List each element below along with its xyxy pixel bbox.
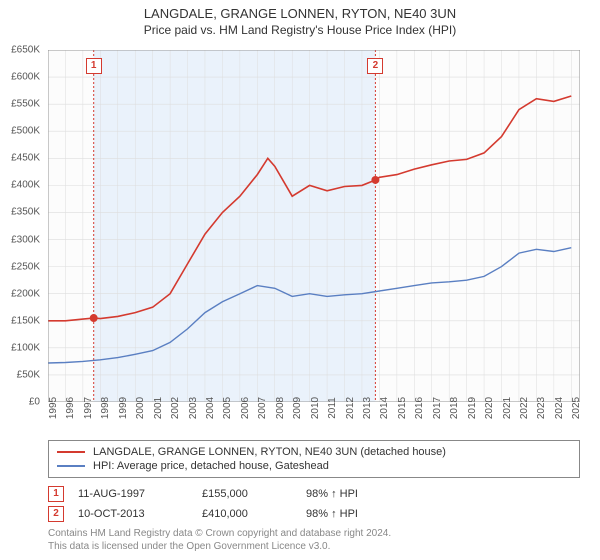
- x-tick-label: 2014: [379, 397, 390, 419]
- x-tick-label: 2022: [519, 397, 530, 419]
- chart-title: LANGDALE, GRANGE LONNEN, RYTON, NE40 3UN: [0, 6, 600, 21]
- x-tick-label: 2010: [310, 397, 321, 419]
- footnote-line: This data is licensed under the Open Gov…: [48, 541, 391, 554]
- x-tick-label: 2001: [153, 397, 164, 419]
- x-tick-label: 2013: [362, 397, 373, 419]
- chart-svg: [48, 50, 580, 402]
- sale-price: £155,000: [202, 488, 292, 500]
- x-tick-label: 2015: [397, 397, 408, 419]
- legend-swatch: [57, 465, 85, 467]
- y-tick-label: £550K: [11, 99, 40, 110]
- sale-date: 11-AUG-1997: [78, 488, 188, 500]
- x-tick-label: 1997: [83, 397, 94, 419]
- y-tick-label: £600K: [11, 72, 40, 83]
- x-tick-label: 2003: [188, 397, 199, 419]
- event-badge: 1: [86, 58, 102, 74]
- sale-price: £410,000: [202, 508, 292, 520]
- y-tick-label: £500K: [11, 126, 40, 137]
- x-tick-label: 1996: [65, 397, 76, 419]
- y-tick-label: £350K: [11, 207, 40, 218]
- y-tick-label: £250K: [11, 261, 40, 272]
- x-tick-label: 2011: [327, 397, 338, 419]
- sale-date: 10-OCT-2013: [78, 508, 188, 520]
- legend: LANGDALE, GRANGE LONNEN, RYTON, NE40 3UN…: [48, 440, 580, 478]
- x-tick-label: 2006: [240, 397, 251, 419]
- x-tick-label: 2024: [554, 397, 565, 419]
- x-tick-label: 2007: [257, 397, 268, 419]
- event-badge: 1: [48, 486, 64, 502]
- y-axis: £0£50K£100K£150K£200K£250K£300K£350K£400…: [0, 50, 44, 402]
- x-tick-label: 2008: [275, 397, 286, 419]
- legend-swatch: [57, 451, 85, 453]
- y-tick-label: £650K: [11, 45, 40, 56]
- chart-subtitle: Price paid vs. HM Land Registry's House …: [0, 23, 600, 37]
- sale-row: 2 10-OCT-2013 £410,000 98% ↑ HPI: [48, 504, 580, 524]
- x-tick-label: 2023: [536, 397, 547, 419]
- title-block: LANGDALE, GRANGE LONNEN, RYTON, NE40 3UN…: [0, 0, 600, 37]
- legend-label: LANGDALE, GRANGE LONNEN, RYTON, NE40 3UN…: [93, 446, 446, 458]
- y-tick-label: £200K: [11, 288, 40, 299]
- x-tick-label: 2018: [449, 397, 460, 419]
- x-tick-label: 2019: [467, 397, 478, 419]
- x-tick-label: 2000: [135, 397, 146, 419]
- sales-table: 1 11-AUG-1997 £155,000 98% ↑ HPI 2 10-OCT-201…: [48, 484, 580, 524]
- x-tick-label: 1995: [48, 397, 59, 419]
- legend-item: HPI: Average price, detached house, Gate…: [57, 459, 571, 473]
- x-tick-label: 2002: [170, 397, 181, 419]
- legend-item: LANGDALE, GRANGE LONNEN, RYTON, NE40 3UN…: [57, 445, 571, 459]
- footnote-line: Contains HM Land Registry data © Crown c…: [48, 528, 391, 541]
- chart-container: LANGDALE, GRANGE LONNEN, RYTON, NE40 3UN…: [0, 0, 600, 560]
- event-badge: 2: [367, 58, 383, 74]
- x-tick-label: 2021: [502, 397, 513, 419]
- x-tick-label: 2009: [292, 397, 303, 419]
- y-tick-label: £300K: [11, 234, 40, 245]
- x-tick-label: 2025: [571, 397, 582, 419]
- footnote: Contains HM Land Registry data © Crown c…: [48, 528, 391, 553]
- event-badge: 2: [48, 506, 64, 522]
- y-tick-label: £50K: [17, 369, 40, 380]
- x-tick-label: 2017: [432, 397, 443, 419]
- y-tick-label: £0: [29, 397, 40, 408]
- y-tick-label: £150K: [11, 315, 40, 326]
- x-axis: 1995199619971998199920002001200220032004…: [48, 404, 580, 434]
- plot-area: [48, 50, 580, 402]
- x-tick-label: 1999: [118, 397, 129, 419]
- y-tick-label: £400K: [11, 180, 40, 191]
- x-tick-label: 2004: [205, 397, 216, 419]
- y-tick-label: £100K: [11, 342, 40, 353]
- legend-label: HPI: Average price, detached house, Gate…: [93, 460, 329, 472]
- x-tick-label: 2012: [345, 397, 356, 419]
- y-tick-label: £450K: [11, 153, 40, 164]
- sale-pct: 98% ↑ HPI: [306, 488, 396, 500]
- x-tick-label: 1998: [100, 397, 111, 419]
- x-tick-label: 2020: [484, 397, 495, 419]
- x-tick-label: 2016: [414, 397, 425, 419]
- sale-row: 1 11-AUG-1997 £155,000 98% ↑ HPI: [48, 484, 580, 504]
- x-tick-label: 2005: [222, 397, 233, 419]
- sale-pct: 98% ↑ HPI: [306, 508, 396, 520]
